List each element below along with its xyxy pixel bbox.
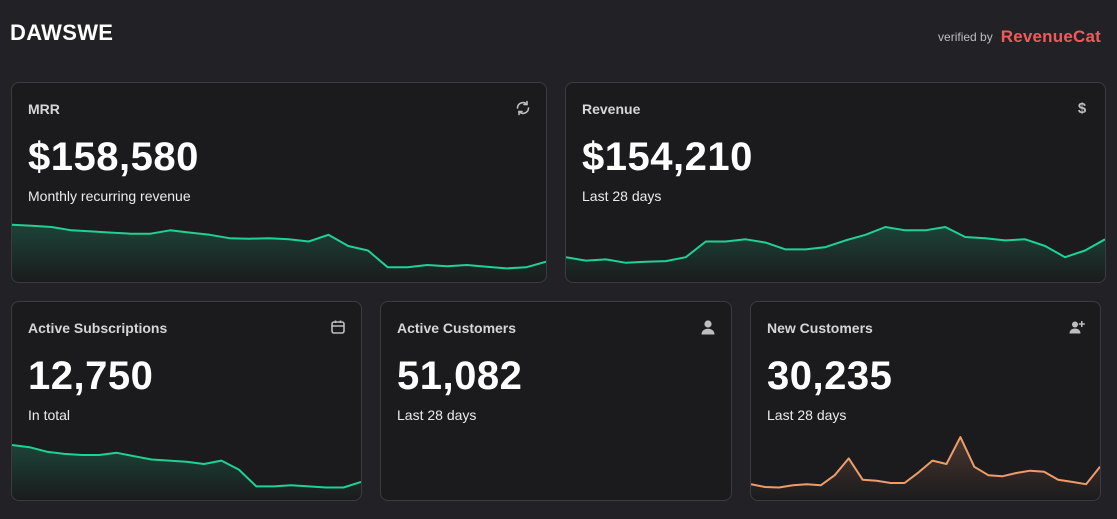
sparkline xyxy=(751,430,1100,500)
sparkline xyxy=(12,430,361,500)
card-value: 12,750 xyxy=(28,354,154,398)
card-caption: In total xyxy=(28,407,71,423)
sparkline-line xyxy=(751,437,1100,487)
card-label: New Customers xyxy=(767,320,873,336)
active-subscriptions-card[interactable]: Active Subscriptions 12,750 In total xyxy=(11,301,362,501)
verified-badge[interactable]: verified by RevenueCat xyxy=(938,27,1101,47)
user-icon xyxy=(699,318,717,336)
card-value: $154,210 xyxy=(582,135,753,179)
card-label: Active Customers xyxy=(397,320,517,336)
refresh-icon xyxy=(514,99,532,117)
sparkline-line xyxy=(566,227,1105,263)
verified-label: verified by xyxy=(938,30,993,44)
sparkline-area xyxy=(12,445,361,500)
calendar-icon xyxy=(329,318,347,336)
card-value: 30,235 xyxy=(767,354,893,398)
revenuecat-logo: RevenueCat xyxy=(1000,27,1101,46)
mrr-card[interactable]: MRR $158,580 Monthly recurring revenue xyxy=(11,82,547,283)
active-customers-card[interactable]: Active Customers 51,082 Last 28 days xyxy=(380,301,732,501)
sparkline xyxy=(12,212,546,282)
card-caption: Last 28 days xyxy=(397,407,477,423)
app-title: DAWSWE xyxy=(10,20,114,45)
svg-text:$: $ xyxy=(1078,100,1087,117)
card-caption: Last 28 days xyxy=(582,188,662,204)
new-customers-card[interactable]: New Customers 30,235 Last 28 days xyxy=(750,301,1101,501)
user-plus-icon xyxy=(1068,318,1086,336)
card-label: Active Subscriptions xyxy=(28,320,168,336)
sparkline xyxy=(566,212,1105,282)
sparkline-line xyxy=(12,225,546,269)
dollar-icon: $ xyxy=(1073,99,1091,117)
card-value: $158,580 xyxy=(28,135,199,179)
sparkline-area xyxy=(751,437,1100,500)
card-value: 51,082 xyxy=(397,354,523,398)
revenue-card[interactable]: Revenue $ $154,210 Last 28 days xyxy=(565,82,1106,283)
sparkline-area xyxy=(566,227,1105,282)
card-label: Revenue xyxy=(582,101,641,117)
card-label: MRR xyxy=(28,101,60,117)
card-caption: Monthly recurring revenue xyxy=(28,188,191,204)
sparkline-area xyxy=(12,224,546,282)
sparkline-line xyxy=(12,445,361,488)
card-caption: Last 28 days xyxy=(767,407,847,423)
